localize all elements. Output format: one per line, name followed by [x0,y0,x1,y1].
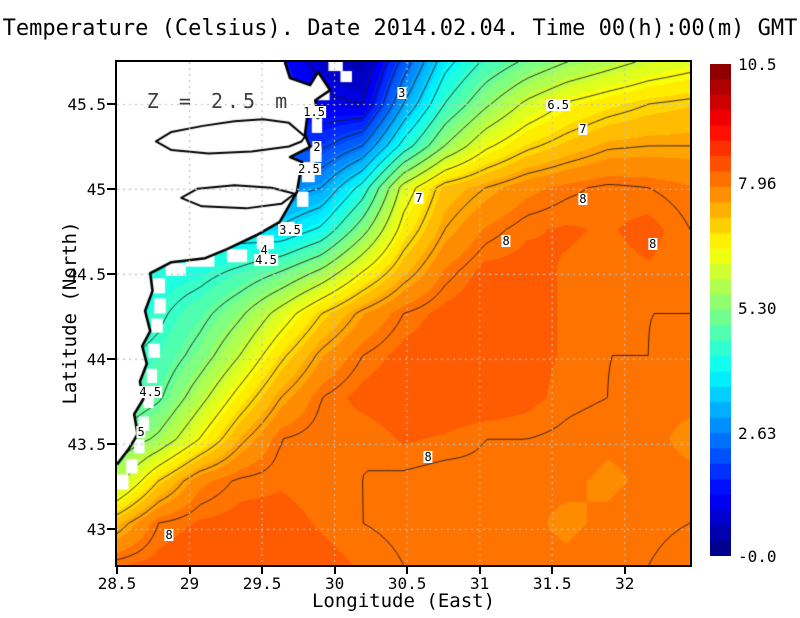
x-tick-mark [406,567,409,574]
colorbar-tick-label: 2.63 [738,423,777,443]
contour-label: 8 [501,234,511,249]
colorbar-tick-label: 5.30 [738,298,777,318]
contour-label: 6.5 [546,97,571,112]
y-tick-label: 44 [86,350,106,370]
x-tick-mark [188,567,191,574]
y-tick-mark [107,273,115,276]
plot-frame [115,60,692,567]
chart-title: Temperature (Celsius). Date 2014.02.04. … [2,16,798,41]
colorbar [710,64,731,556]
contour-label: 8 [578,191,588,206]
x-tick-mark [478,567,481,574]
x-tick-mark [116,567,118,574]
x-tick-mark [551,567,554,574]
x-tick-label: 31.5 [532,574,572,593]
y-tick-mark [107,443,115,446]
y-tick-label: 45 [86,180,106,200]
y-tick-mark [107,358,115,361]
y-tick-label: 45.5 [67,95,106,115]
contour-label: 8 [423,449,433,464]
y-tick-label: 44.5 [67,265,106,285]
x-tick-label: 31 [470,574,490,593]
colorbar-tick-label: 10.5 [738,55,777,74]
y-tick-mark [107,188,115,191]
contour-label: 2 [312,140,322,154]
y-axis-label: Latitude (North) [59,221,81,405]
y-tick-label: 43 [86,520,106,540]
contour-label: 2.5 [297,162,321,177]
x-tick-mark [623,567,626,574]
y-tick-mark [107,528,115,531]
contour-label: 1.5 [302,104,326,119]
contour-label: 4.5 [254,253,278,268]
contour-label: 8 [648,237,658,252]
contour-label: 3 [397,86,407,101]
x-tick-mark [333,567,336,574]
contour-label: 5 [136,425,146,440]
x-tick-label: 30.5 [387,574,427,593]
contour-label: 7 [578,121,588,136]
colorbar-tick-label: -0.0 [738,547,777,566]
contour-label: 4 [259,243,269,258]
contour-label: 8 [164,527,174,542]
x-tick-label: 28.5 [97,574,137,593]
x-axis-label: Longitude (East) [311,590,496,612]
y-tick-mark [107,103,115,106]
x-tick-label: 32 [615,574,635,593]
contour-label: 3.5 [278,223,302,237]
contour-label: 4.5 [138,384,163,399]
temperature-map-canvas [117,62,690,565]
depth-annotation: Z = 2.5 m [146,88,292,113]
x-tick-label: 29.5 [242,574,282,593]
x-tick-label: 29 [179,574,200,593]
contour-label: 7 [414,190,424,205]
x-tick-label: 30 [324,574,345,593]
colorbar-tick-label: 7.96 [738,174,777,194]
y-tick-label: 43.5 [67,435,106,455]
x-tick-mark [261,567,264,574]
